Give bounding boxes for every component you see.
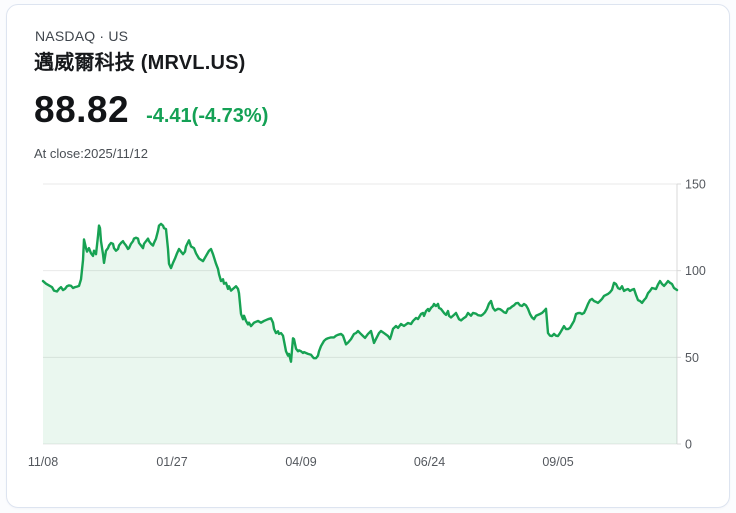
svg-text:50: 50 — [685, 351, 699, 365]
price-chart[interactable]: 0 50 100 150 11/08 01/27 04/09 06/24 09/05 — [28, 178, 736, 474]
last-price: 88.82 — [34, 89, 130, 130]
stock-name: 邁威爾科技 (MRVL.US) — [34, 52, 246, 74]
svg-text:01/27: 01/27 — [156, 455, 187, 469]
price-change: -4.41(-4.73%) — [146, 105, 269, 127]
svg-text:04/09: 04/09 — [285, 455, 316, 469]
svg-text:09/05: 09/05 — [542, 455, 573, 469]
price-row: 88.82 -4.41(-4.73%) — [34, 89, 268, 131]
chart-canvas[interactable]: 0 50 100 150 11/08 01/27 04/09 06/24 09/05 — [28, 178, 736, 474]
stock-quote-card: NASDAQ · US 邁威爾科技 (MRVL.US) 88.82 -4.41(… — [6, 4, 730, 508]
svg-text:150: 150 — [685, 178, 706, 192]
svg-text:0: 0 — [685, 438, 692, 452]
svg-text:11/08: 11/08 — [28, 455, 58, 469]
svg-text:06/24: 06/24 — [414, 455, 445, 469]
svg-text:100: 100 — [685, 264, 706, 278]
exchange-label: NASDAQ · US — [35, 28, 129, 44]
at-close-label: At close:2025/11/12 — [34, 146, 148, 161]
